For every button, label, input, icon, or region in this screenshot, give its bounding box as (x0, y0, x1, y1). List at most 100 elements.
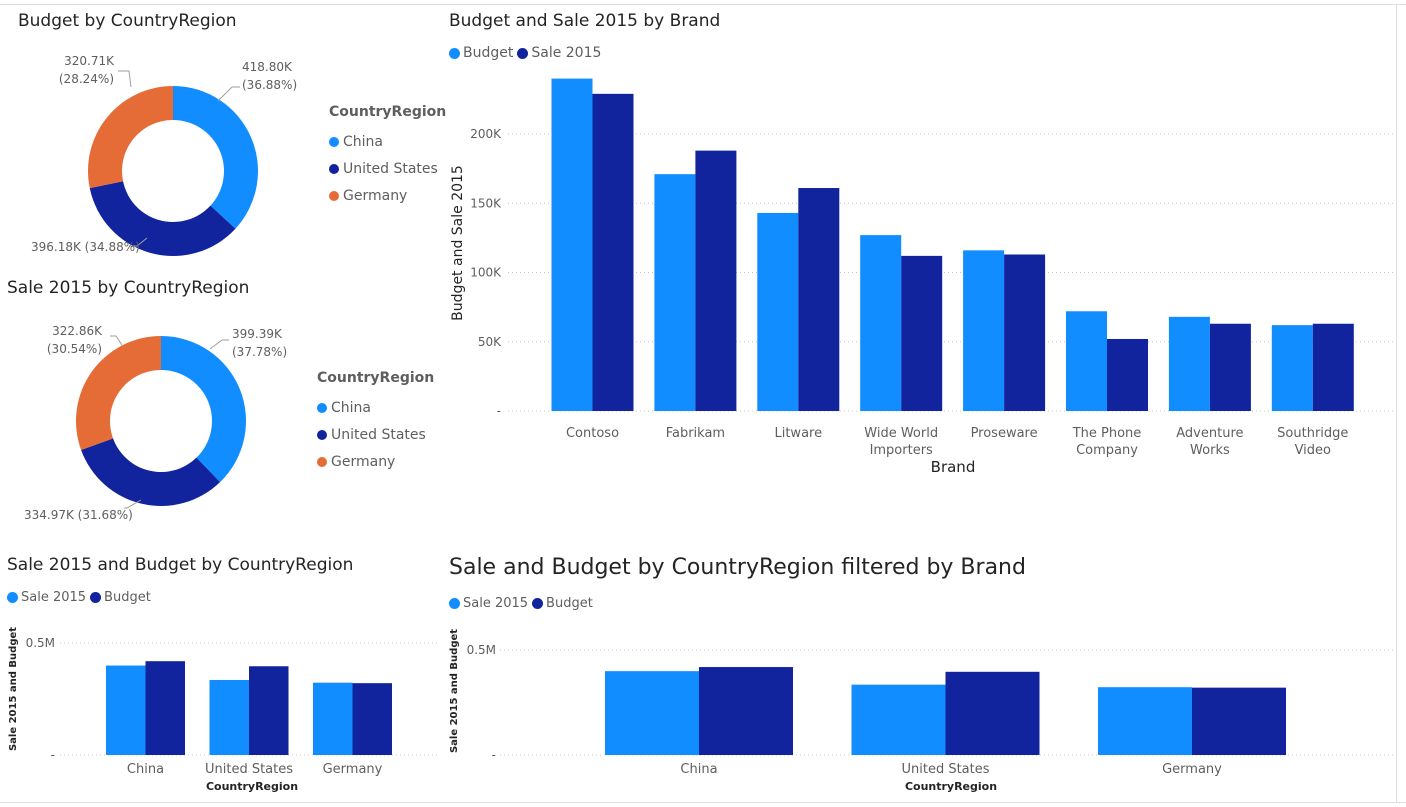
sale-data-label-china: 399.39K (37.78%) (232, 327, 287, 359)
brand-bar-budget-adventure-works (1168, 316, 1210, 411)
budget-dot-icon (90, 592, 102, 603)
country-small-legend: Sale 2015 Budget (7, 590, 155, 605)
legend-budget-label: Budget (546, 596, 593, 611)
budget-donut-visual[interactable]: Budget by CountryRegion 418.80K (36.88%) 3… (0, 0, 446, 270)
brand-bar-sale-2015-fabrikam (695, 150, 737, 411)
budget-donut-legend: CountryRegion China United States German… (329, 104, 446, 209)
country-small-bar-sale-2015-china (106, 665, 146, 755)
budget-legend-germany-label: Germany (343, 187, 408, 204)
country-small-x-axis-title: CountryRegion (206, 780, 298, 793)
brand-x-tick-label: Adventure Works (1176, 426, 1243, 458)
budget-data-label-china: 418.80K (36.88%) (242, 60, 297, 92)
sale-2015-dot-icon (449, 598, 460, 609)
country-small-bar-budget-united-states (249, 666, 289, 755)
sale-donut-legend: CountryRegion China United States German… (317, 370, 434, 475)
country-small-visual[interactable]: Sale 2015 and Budget by CountryRegion Sa… (0, 545, 440, 802)
brand-bar-budget-litware (757, 212, 799, 411)
legend-sale-label: Sale 2015 (21, 590, 87, 605)
brand-y-tick-label: 50K (478, 335, 502, 349)
country-small-bar-budget-china (145, 661, 185, 755)
country-big-x-tick-label: United States (901, 762, 989, 777)
brand-bar-chart: - 50K 100K 150K 200K Contoso Fabrikam Litware Wi… (450, 78, 1395, 476)
budget-leader-line-germany (118, 70, 132, 88)
budget-slice-united-states (89, 181, 236, 257)
budget-slice-china (173, 86, 258, 229)
country-big-visual[interactable]: Sale and Budget by CountryRegion filtere… (440, 545, 1396, 802)
legend-sale-label: Sale 2015 (463, 596, 529, 611)
country-small-x-tick-label: Germany (323, 762, 383, 777)
brand-bar-sale-2015-proseware (1004, 254, 1046, 411)
budget-slice-germany (87, 86, 173, 189)
sale-legend-united-states[interactable]: United States (317, 421, 434, 448)
brand-bar-budget-fabrikam (654, 174, 696, 411)
brand-bar-budget-contoso (551, 78, 593, 411)
brand-x-axis-title: Brand (931, 458, 976, 476)
brand-bar-visual[interactable]: Budget and Sale 2015 by Brand Budget Sal… (440, 0, 1396, 500)
brand-y-tick-label: - (497, 404, 501, 418)
country-big-x-tick-label: Germany (1162, 762, 1222, 777)
country-small-title: Sale 2015 and Budget by CountryRegion (7, 555, 354, 575)
brand-bar-budget-southridge-video (1271, 325, 1313, 411)
legend-sale-label: Sale 2015 (531, 45, 602, 61)
sale-slice-china (161, 336, 246, 483)
united-states-dot-icon (329, 163, 339, 174)
sale-legend-china[interactable]: China (317, 394, 434, 421)
legend-budget-label: Budget (463, 45, 514, 61)
country-big-bar-chart: - 0.5M China United States Germany CountryReg… (449, 629, 1395, 793)
country-big-title: Sale and Budget by CountryRegion filtere… (449, 555, 1026, 580)
germany-dot-icon (317, 456, 327, 467)
sale-leader-line-us (124, 499, 142, 509)
country-big-bar-sale-2015-germany (1098, 687, 1192, 755)
country-big-bar-budget-united-states (945, 671, 1040, 755)
china-dot-icon (317, 402, 327, 413)
legend-item-budget[interactable]: Budget (90, 590, 151, 605)
sale-legend-title: CountryRegion (317, 370, 435, 386)
country-small-x-tick-label: China (127, 762, 164, 777)
brand-bar-budget-wide-world-importers (860, 235, 902, 411)
budget-legend-united-states[interactable]: United States (329, 155, 446, 182)
country-small-bar-chart: - 0.5M China United States Germany CountryReg… (8, 627, 437, 793)
germany-dot-icon (329, 190, 339, 201)
united-states-dot-icon (317, 429, 327, 440)
country-big-bar-sale-2015-china (605, 671, 699, 755)
legend-item-sale-2015[interactable]: Sale 2015 (517, 45, 601, 61)
brand-bar-sale-2015-wide-world-importers (901, 255, 943, 411)
sale-donut-visual[interactable]: Sale 2015 by CountryRegion 399.39K (37.78… (0, 270, 440, 540)
country-big-legend: Sale 2015 Budget (449, 596, 597, 611)
sale-slice-united-states (81, 438, 221, 506)
legend-item-budget[interactable]: Budget (532, 596, 593, 611)
budget-leader-line-china (217, 86, 240, 102)
brand-y-axis-title: Budget and Sale 2015 (450, 165, 466, 321)
brand-bar-sale-2015-southridge-video (1312, 323, 1354, 411)
budget-donut-chart: 418.80K (36.88%) 396.18K (34.88%) 320.71K (2… (31, 54, 297, 257)
brand-bar-sale-2015-adventure-works (1209, 323, 1251, 411)
budget-legend-title: CountryRegion (329, 104, 447, 120)
legend-item-budget[interactable]: Budget (449, 45, 513, 61)
sale-legend-china-label: China (331, 399, 371, 416)
budget-dot-icon (449, 47, 460, 59)
brand-x-tick-label: Wide World Importers (864, 426, 938, 458)
budget-legend-germany[interactable]: Germany (329, 182, 446, 209)
brand-y-tick-label: 200K (470, 127, 502, 141)
country-small-y-axis-title: Sale 2015 and Budget (8, 627, 19, 751)
brand-x-tick-label: Proseware (971, 426, 1038, 441)
brand-bar-sale-2015-litware (798, 188, 840, 411)
brand-y-tick-label: 100K (470, 266, 502, 280)
legend-item-sale-2015[interactable]: Sale 2015 (449, 596, 528, 611)
sale-leader-line-china (209, 339, 229, 350)
brand-x-tick-label: The Phone Company (1072, 426, 1142, 458)
budget-legend-china[interactable]: China (329, 128, 446, 155)
canvas-top-border (0, 4, 1406, 5)
brand-x-tick-label: Litware (774, 426, 822, 441)
sale-data-label-germany: 322.86K (30.54%) (47, 324, 103, 356)
budget-donut-title: Budget by CountryRegion (18, 11, 237, 31)
country-big-y-tick-label: 0.5M (467, 643, 496, 657)
country-small-x-tick-label: United States (205, 762, 293, 777)
sale-legend-us-label: United States (331, 426, 426, 443)
sale-legend-germany[interactable]: Germany (317, 448, 434, 475)
legend-item-sale-2015[interactable]: Sale 2015 (7, 590, 86, 605)
budget-legend-us-label: United States (343, 160, 438, 177)
brand-x-tick-label: Southridge Video (1277, 426, 1348, 458)
country-small-y-tick-label: 0.5M (26, 636, 55, 650)
brand-chart-title: Budget and Sale 2015 by Brand (449, 11, 721, 31)
